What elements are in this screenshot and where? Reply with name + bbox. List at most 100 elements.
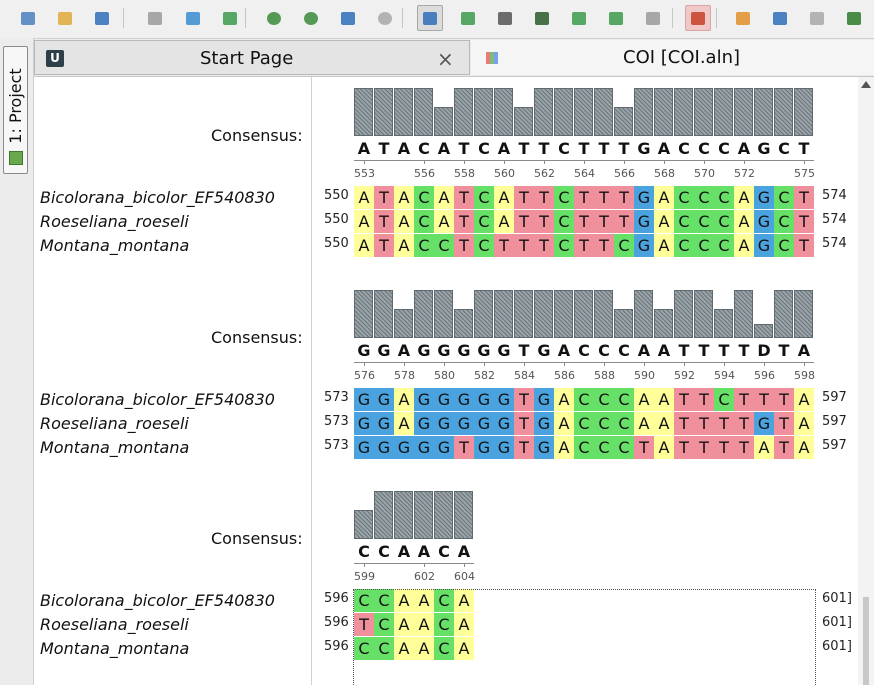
nucleotide-cell[interactable]: A xyxy=(394,412,414,435)
nucleotide-cell[interactable]: G xyxy=(374,412,394,435)
nucleotide-cell[interactable]: G xyxy=(634,234,654,257)
nucleotide-cell[interactable]: T xyxy=(594,186,614,209)
nucleotide-cell[interactable]: T xyxy=(574,186,594,209)
nucleotide-cell[interactable]: T xyxy=(454,186,474,209)
nucleotide-cell[interactable]: T xyxy=(514,210,534,233)
nucleotide-cell[interactable]: A xyxy=(394,234,414,257)
nucleotide-cell[interactable]: A xyxy=(434,210,454,233)
nucleotide-cell[interactable]: A xyxy=(394,613,414,636)
nucleotide-cell[interactable]: G xyxy=(414,412,434,435)
nucleotide-cell[interactable]: T xyxy=(794,210,814,233)
nucleotide-cell[interactable]: G xyxy=(474,436,494,459)
nucleotide-cell[interactable]: A xyxy=(654,388,674,411)
sequence-name[interactable]: Bicolorana_bicolor_EF540830 xyxy=(40,390,275,409)
nucleotide-cell[interactable]: T xyxy=(374,186,394,209)
nucleotide-cell[interactable]: C xyxy=(714,234,734,257)
nucleotide-cell[interactable]: A xyxy=(634,388,654,411)
nucleotide-cell[interactable]: T xyxy=(694,412,714,435)
nucleotide-cell[interactable]: T xyxy=(694,436,714,459)
save-button[interactable] xyxy=(89,5,115,31)
nucleotide-cell[interactable]: A xyxy=(754,436,774,459)
nucleotide-cell[interactable]: C xyxy=(674,234,694,257)
nucleotide-cell[interactable]: C xyxy=(554,210,574,233)
nucleotide-cell[interactable]: C xyxy=(374,637,394,660)
nucleotide-cell[interactable]: A xyxy=(454,613,474,636)
nucleotide-cell[interactable]: T xyxy=(514,186,534,209)
nucleotide-cell[interactable]: C xyxy=(614,436,634,459)
nucleotide-cell[interactable]: T xyxy=(534,186,554,209)
nucleotide-cell[interactable]: A xyxy=(654,412,674,435)
wrap-rows-button[interactable] xyxy=(685,5,711,31)
nucleotide-cell[interactable]: A xyxy=(354,186,374,209)
nucleotide-cell[interactable]: T xyxy=(614,210,634,233)
nucleotide-cell[interactable]: A xyxy=(414,589,434,612)
nucleotide-cell[interactable]: T xyxy=(634,436,654,459)
nucleotide-cell[interactable]: G xyxy=(494,388,514,411)
sequence-name[interactable]: Montana_montana xyxy=(40,236,190,255)
nucleotide-cell[interactable]: C xyxy=(474,234,494,257)
export-button[interactable] xyxy=(217,5,243,31)
scroll-thumb[interactable] xyxy=(863,597,869,685)
nucleotide-cell[interactable]: G xyxy=(434,436,454,459)
nucleotide-cell[interactable]: G xyxy=(494,412,514,435)
nucleotide-cell[interactable]: T xyxy=(714,436,734,459)
nucleotide-cell[interactable]: A xyxy=(414,637,434,660)
nucleotide-cell[interactable]: T xyxy=(454,436,474,459)
nucleotide-cell[interactable]: G xyxy=(754,234,774,257)
name-panel-divider[interactable] xyxy=(311,77,312,685)
nucleotide-cell[interactable]: A xyxy=(494,210,514,233)
nucleotide-cell[interactable]: A xyxy=(634,412,654,435)
nucleotide-cell[interactable]: C xyxy=(434,637,454,660)
nucleotide-cell[interactable]: C xyxy=(714,210,734,233)
sequence-image-button[interactable] xyxy=(492,5,518,31)
nucleotide-cell[interactable]: C xyxy=(414,234,434,257)
nucleotide-cell[interactable]: A xyxy=(454,637,474,660)
nucleotide-cell[interactable]: T xyxy=(534,210,554,233)
nucleotide-cell[interactable]: T xyxy=(594,234,614,257)
nucleotide-cell[interactable]: A xyxy=(394,210,414,233)
nucleotide-cell[interactable]: G xyxy=(634,210,654,233)
nucleotide-cell[interactable]: A xyxy=(794,388,814,411)
nucleotide-cell[interactable]: T xyxy=(574,210,594,233)
nucleotide-cell[interactable]: C xyxy=(374,589,394,612)
nucleotide-cell[interactable]: T xyxy=(674,436,694,459)
tab-start-page[interactable]: U Start Page × xyxy=(34,40,470,75)
nucleotide-cell[interactable]: T xyxy=(454,234,474,257)
swap-button[interactable] xyxy=(841,5,867,31)
nucleotide-cell[interactable]: C xyxy=(674,186,694,209)
nucleotide-cell[interactable]: C xyxy=(614,412,634,435)
nucleotide-cell[interactable]: T xyxy=(514,412,534,435)
zoom-in-button[interactable] xyxy=(261,5,287,31)
nucleotide-cell[interactable]: A xyxy=(734,234,754,257)
nucleotide-cell[interactable]: C xyxy=(574,412,594,435)
nucleotide-cell[interactable]: T xyxy=(354,613,374,636)
nucleotide-cell[interactable]: T xyxy=(734,412,754,435)
nucleotide-cell[interactable]: G xyxy=(434,412,454,435)
nucleotide-cell[interactable]: C xyxy=(554,234,574,257)
nucleotide-cell[interactable]: G xyxy=(754,186,774,209)
nucleotide-cell[interactable]: T xyxy=(574,234,594,257)
nucleotide-cell[interactable]: G xyxy=(534,412,554,435)
zoom-reset-button[interactable] xyxy=(372,5,398,31)
open-folder-button[interactable] xyxy=(52,5,78,31)
nucleotide-cell[interactable]: G xyxy=(474,388,494,411)
nucleotide-cell[interactable]: C xyxy=(474,210,494,233)
nucleotide-cell[interactable]: G xyxy=(374,436,394,459)
nucleotide-cell[interactable]: C xyxy=(694,186,714,209)
undo-button[interactable] xyxy=(767,5,793,31)
tree-button[interactable] xyxy=(529,5,555,31)
nucleotide-cell[interactable]: C xyxy=(594,388,614,411)
nucleotide-cell[interactable]: C xyxy=(554,186,574,209)
nucleotide-cell[interactable]: A xyxy=(454,589,474,612)
nucleotide-cell[interactable]: A xyxy=(394,589,414,612)
nucleotide-cell[interactable]: T xyxy=(754,388,774,411)
new-project-button[interactable] xyxy=(15,5,41,31)
collapse-button[interactable] xyxy=(640,5,666,31)
nucleotide-cell[interactable]: G xyxy=(634,186,654,209)
nucleotide-cell[interactable]: A xyxy=(654,186,674,209)
nucleotide-cell[interactable]: T xyxy=(614,186,634,209)
nucleotide-cell[interactable]: C xyxy=(354,637,374,660)
nucleotide-cell[interactable]: G xyxy=(494,436,514,459)
nucleotide-cell[interactable]: A xyxy=(554,388,574,411)
nucleotide-cell[interactable]: G xyxy=(754,210,774,233)
